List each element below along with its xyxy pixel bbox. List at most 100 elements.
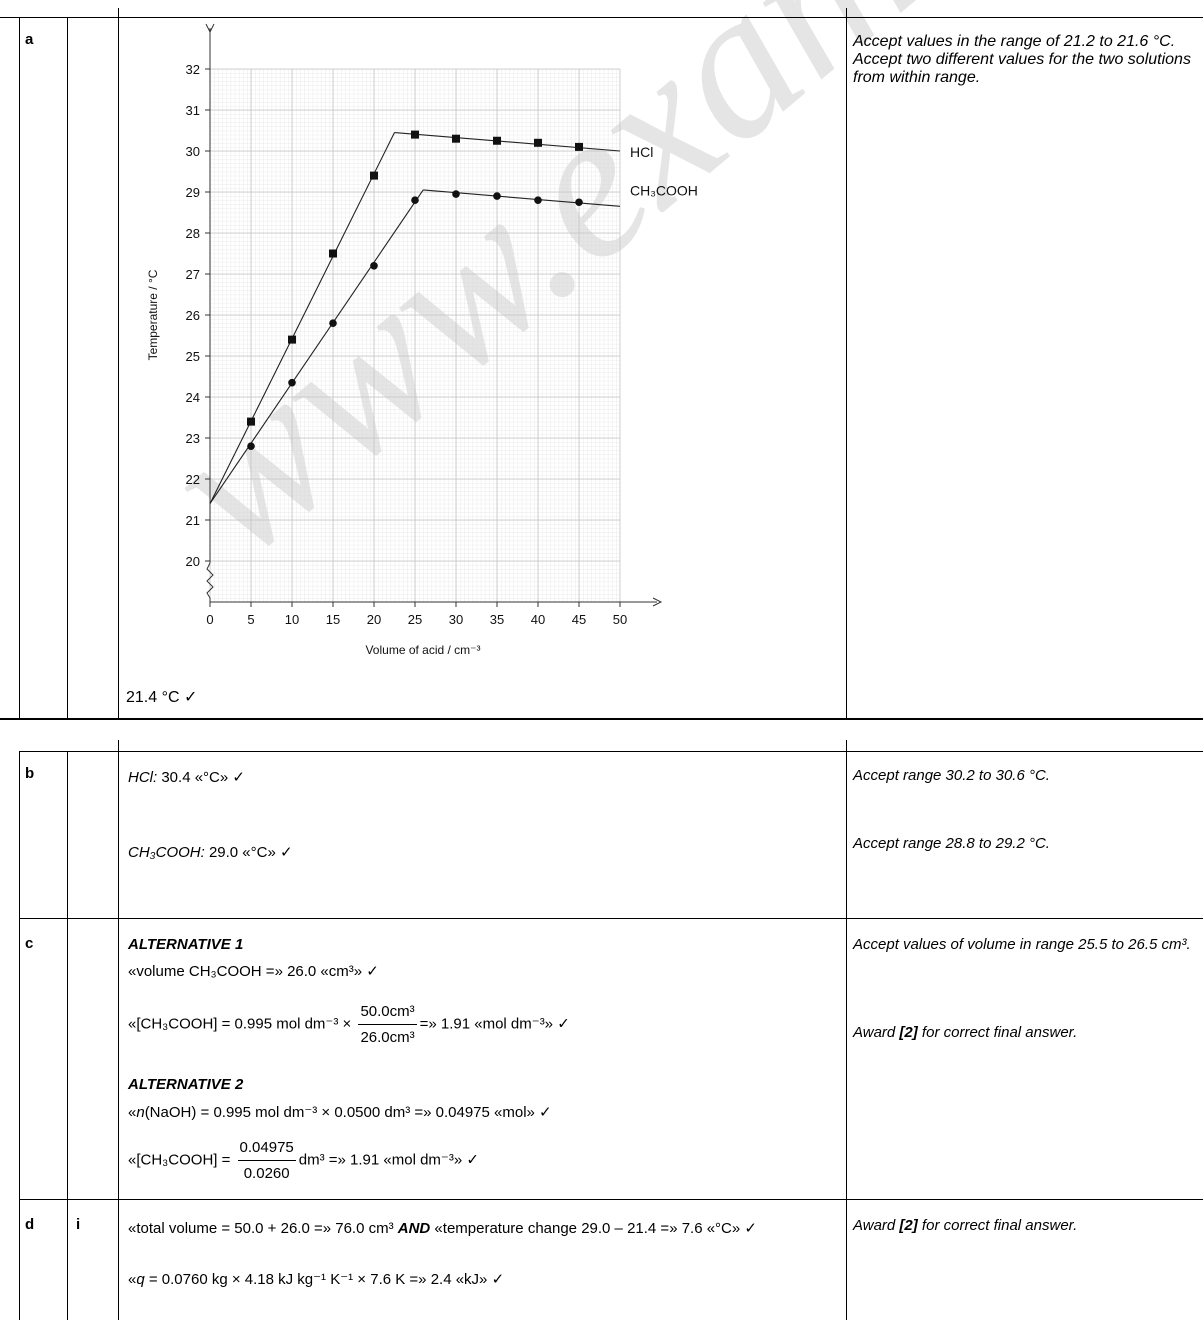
part-d-line-1: «total volume = 50.0 + 26.0 =» 76.0 cm³ … [128,1219,840,1238]
y-tick-label: 22 [186,472,200,487]
line-text: «temperature change 29.0 – 21.4 =» 7.6 «… [430,1220,757,1237]
alternative-1-heading: ALTERNATIVE 1 [128,936,244,953]
y-tick-label: 30 [186,144,200,159]
alternative-2-moles: «n(NaOH) = 0.995 mol dm⁻³ × 0.0500 dm³ =… [128,1103,552,1122]
y-tick-label: 23 [186,431,200,446]
data-point-square [247,417,255,426]
y-tick-label: 25 [186,349,200,364]
part-a-notes: Accept values in the range of 21.2 to 21… [853,33,1193,87]
col-border [846,740,847,1320]
series-fit-line [209,132,395,504]
col-border [846,8,847,719]
alt1-frac-den: 26.0cm³ [360,1029,415,1046]
part-a-note-1: Accept values in the range of 21.2 to 21… [853,33,1176,50]
col-border [19,751,20,1320]
line-text: «total volume = 50.0 + 26.0 =» 76.0 cm³ [128,1220,398,1237]
part-b-note-2: Accept range 28.8 to 29.2 °C. [853,835,1050,852]
note-text: Award [853,1024,900,1041]
part-b-ch3cooh-answer: CH₃COOH: 29.0 «°C» ✓ [128,843,293,862]
alt2-frac-den: 0.0260 [243,1165,290,1182]
note-marks: [2] [899,1024,918,1041]
alternative-2-heading: ALTERNATIVE 2 [128,1076,244,1093]
row-border [19,751,1203,752]
x-tick-label: 25 [408,612,422,627]
y-axis-label: Temperature / °C [146,269,160,360]
y-tick-label: 20 [186,554,200,569]
series-label: HCl [630,144,653,160]
x-axis-label: Volume of acid / cm⁻³ [365,643,480,657]
ch3cooh-name: CH₃COOH: [128,844,205,861]
col-border [67,751,68,1320]
alt2-frac-num: 0.04975 [237,1138,296,1161]
line-text: « [128,1271,137,1288]
hcl-name: HCl: [128,769,158,786]
note-text: for correct final answer. [917,1217,1078,1234]
part-c-label: c [25,935,34,952]
y-tick-label: 26 [186,308,200,323]
col-border [19,17,20,719]
and-keyword: AND [397,1220,431,1237]
y-tick-label: 32 [186,62,200,77]
data-point-square [329,249,337,258]
temperature-volume-chart: 20 21 22 23 24 25 26 27 28 29 30 31 32 0 5 10 15 20 25 30 35… [146,23,698,657]
part-d-sublabel: i [76,1216,81,1233]
part-d-line-2: «q = 0.0760 kg × 4.18 kJ kg⁻¹ K⁻¹ × 7.6 … [128,1270,504,1289]
hcl-value: 30.4 «°C» ✓ [157,769,245,786]
alternative-2-concentration: «[CH₃COOH] = 0.04975 0.0260 dm³ =» 1.91 «m… [128,1138,479,1183]
x-tick-label: 20 [367,612,381,627]
y-tick-label: 24 [186,390,200,405]
data-point-square [452,134,460,143]
x-tick-label: 40 [531,612,545,627]
data-point-circle [329,319,337,328]
alt1-frac-num: 50.0cm³ [358,1002,417,1025]
part-b-note-1: Accept range 30.2 to 30.6 °C. [853,767,1050,784]
part-d-label: d [25,1216,35,1233]
x-tick-label: 45 [572,612,586,627]
y-tick-label: 31 [186,103,200,118]
row-border [0,17,1203,18]
x-axis-arrow [652,597,663,607]
part-c-note-2: Award [2] for correct final answer. [853,1023,1077,1042]
part-b-hcl-answer: HCl: 30.4 «°C» ✓ [128,768,245,787]
x-tick-label: 30 [449,612,463,627]
y-tick-label: 28 [186,226,200,241]
y-axis-break [206,562,214,602]
x-tick-label: 50 [613,612,627,627]
note-text: Award [853,1217,900,1234]
series-fit-line [209,189,424,504]
y-tick-label: 27 [186,267,200,282]
part-a-label: a [25,31,34,48]
data-point-circle [370,262,378,270]
col-border [118,740,119,1320]
data-point-square [493,136,501,145]
alt2-expr-post: dm³ =» 1.91 «mol dm⁻³» ✓ [298,1151,479,1169]
alt1-expr-pre: «[CH₃COOH] = 0.995 mol dm⁻³ × [128,1015,356,1033]
col-border [118,8,119,719]
note-marks: [2] [899,1217,918,1234]
alt2-fraction: 0.04975 0.0260 [237,1138,296,1183]
alt1-expr-post: =» 1.91 «mol dm⁻³» ✓ [419,1015,570,1033]
x-tick-label: 0 [206,612,213,627]
alt2-line1-pre: « [128,1104,137,1121]
data-point-circle [288,378,296,387]
alt2-expr-pre: «[CH₃COOH] = [128,1151,235,1169]
part-d-note: Award [2] for correct final answer. [853,1216,1077,1235]
alt2-line1-post: (NaOH) = 0.995 mol dm⁻³ × 0.0500 dm³ =» … [144,1104,552,1121]
y-tick-label: 21 [186,513,200,528]
data-point-circle [452,190,460,198]
col-border [67,17,68,719]
alternative-1-concentration: «[CH₃COOH] = 0.995 mol dm⁻³ × 50.0cm³ 26.… [128,1002,570,1047]
data-point-square [288,335,296,344]
x-tick-label: 10 [285,612,299,627]
x-tick-label: 5 [247,612,254,627]
data-point-square [575,142,583,151]
data-point-circle [247,442,255,451]
y-tick-label: 29 [186,185,200,200]
data-point-square [370,171,378,180]
alt1-fraction: 50.0cm³ 26.0cm³ [358,1002,417,1047]
alternative-1-volume: «volume CH₃COOH =» 26.0 «cm³» ✓ [128,963,379,980]
row-border [19,1199,1203,1200]
ch3cooh-value: 29.0 «°C» ✓ [204,844,293,861]
note-text: for correct final answer. [917,1024,1078,1041]
alt2-n-symbol: n [136,1104,145,1121]
